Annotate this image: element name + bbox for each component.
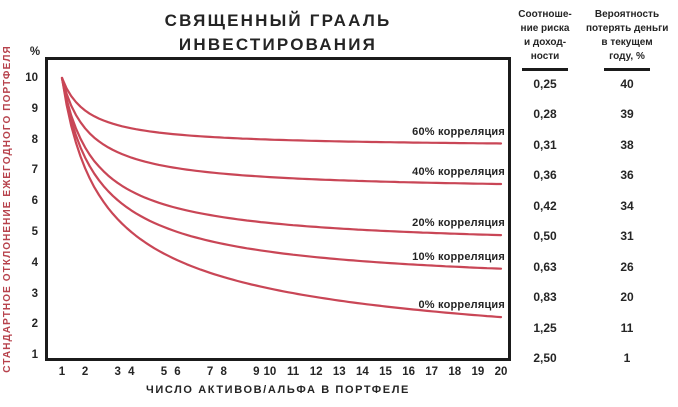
loss-probability-header: Вероятность потерять деньги в текущем го… <box>586 8 668 64</box>
x-tick-19: 19 <box>471 366 485 378</box>
curve-label-20pct: 20% корреляция <box>412 217 505 230</box>
x-tick-8: 8 <box>220 366 227 378</box>
x-tick-2: 2 <box>81 366 89 378</box>
x-tick-7: 7 <box>206 366 214 378</box>
curve-label-40pct: 40% корреляция <box>412 166 505 178</box>
risk-ratio-header: Соотноше- ние риска и доход- ности <box>510 8 580 64</box>
risk-ratio-value: 0,83 <box>533 290 557 305</box>
y-tick-9: 9 <box>31 102 38 115</box>
loss-probability-header-line: потерять деньги <box>586 23 669 34</box>
risk-ratio-value: 0,63 <box>533 259 557 274</box>
loss-probability-value: 40 <box>620 77 634 91</box>
loss-probability-header-underline <box>604 68 650 71</box>
risk-ratio-value: 0,36 <box>533 168 557 183</box>
x-tick-6: 6 <box>174 366 181 378</box>
risk-ratio-value: 0,42 <box>533 198 557 213</box>
risk-ratio-value: 0,28 <box>533 107 557 122</box>
x-tick-15: 15 <box>379 366 392 378</box>
x-tick-9: 9 <box>253 366 260 378</box>
x-tick-11: 11 <box>287 366 300 378</box>
loss-probability-value: 11 <box>620 320 634 335</box>
risk-ratio-header-line: ности <box>530 51 560 62</box>
loss-probability-column: Вероятность потерять деньги в текущем го… <box>586 0 668 407</box>
chart-title: СВЯЩЕННЫЙ ГРААЛЬ ИНВЕСТИРОВАНИЯ <box>45 9 511 56</box>
y-tick-8: 8 <box>31 133 38 146</box>
x-tick-14: 14 <box>355 366 369 378</box>
y-tick-1: 1 <box>31 349 38 362</box>
y-axis-title: СТАНДАРТНОЕ ОТКЛОНЕНИЕ ЕЖЕГОДНОГО ПОРТФЕ… <box>2 45 13 373</box>
curve-label-0pct: 0% корреляция <box>418 299 505 311</box>
loss-probability-header-line: в текущем <box>601 37 653 48</box>
risk-ratio-column: Соотноше- ние риска и доход- ности 0,25 0… <box>510 0 580 407</box>
loss-probability-value: 31 <box>620 229 634 244</box>
y-tick-2: 2 <box>31 318 38 331</box>
x-tick-1: 1 <box>58 366 66 378</box>
y-tick-7: 7 <box>31 164 38 177</box>
risk-ratio-value: 0,50 <box>533 229 557 244</box>
risk-ratio-header-line: ние риска <box>520 23 570 34</box>
risk-ratio-header-line: и доход- <box>523 37 567 48</box>
loss-probability-value: 1 <box>623 351 631 365</box>
x-tick-17: 17 <box>425 366 439 378</box>
risk-ratio-header-line: Соотноше- <box>518 9 572 20</box>
x-tick-16: 16 <box>402 366 415 378</box>
x-tick-10: 10 <box>263 366 277 378</box>
x-tick-4: 4 <box>128 366 135 378</box>
curve-label-60pct: 60% корреляция <box>412 125 505 138</box>
loss-probability-value: 26 <box>620 259 634 274</box>
loss-probability-value: 39 <box>620 107 634 122</box>
y-tick-6: 6 <box>31 195 38 208</box>
loss-probability-value: 34 <box>620 198 634 213</box>
plot-area-frame <box>45 57 511 361</box>
y-tick-5: 5 <box>31 226 38 238</box>
y-tick-4: 4 <box>31 256 38 269</box>
loss-probability-value: 38 <box>620 137 634 152</box>
curve-label-10pct: 10% корреляция <box>412 250 505 263</box>
risk-ratio-value: 0,31 <box>533 137 557 152</box>
loss-probability-header-line: году, % <box>609 51 645 62</box>
loss-probability-value: 36 <box>620 168 634 183</box>
y-axis-unit-label: % <box>29 46 41 58</box>
x-tick-3: 3 <box>114 366 121 378</box>
risk-ratio-value: 2,50 <box>533 351 557 365</box>
risk-ratio-header-underline <box>522 68 568 71</box>
y-tick-10: 10 <box>25 72 38 84</box>
chart-title-line1: СВЯЩЕННЫЙ ГРААЛЬ <box>164 11 392 30</box>
loss-probability-value: 20 <box>620 290 634 305</box>
risk-ratio-value: 1,25 <box>533 320 557 335</box>
y-tick-3: 3 <box>31 287 38 300</box>
chart-title-line2: ИНВЕСТИРОВАНИЯ <box>178 34 378 54</box>
x-axis-title: ЧИСЛО АКТИВОВ/АЛЬФА В ПОРТФЕЛЕ <box>146 384 410 396</box>
x-tick-13: 13 <box>332 366 346 378</box>
x-tick-20: 20 <box>494 366 508 378</box>
loss-probability-header-line: Вероятность <box>594 9 660 20</box>
risk-ratio-value: 0,25 <box>533 77 557 91</box>
x-tick-12: 12 <box>309 366 323 378</box>
x-tick-18: 18 <box>448 366 462 378</box>
x-tick-5: 5 <box>160 366 168 378</box>
